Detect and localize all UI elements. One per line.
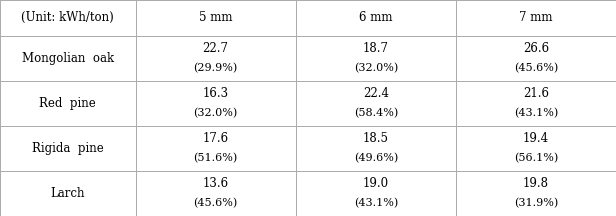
Text: (49.6%): (49.6%)	[354, 153, 398, 164]
Text: 16.3: 16.3	[203, 87, 229, 100]
Text: (29.9%): (29.9%)	[193, 63, 238, 73]
Text: (31.9%): (31.9%)	[514, 198, 558, 208]
Text: 18.7: 18.7	[363, 42, 389, 55]
Text: 7 mm: 7 mm	[519, 11, 553, 24]
Text: (32.0%): (32.0%)	[354, 63, 398, 73]
Text: 19.8: 19.8	[523, 177, 549, 190]
Text: 6 mm: 6 mm	[359, 11, 392, 24]
Text: 13.6: 13.6	[203, 177, 229, 190]
Text: (43.1%): (43.1%)	[354, 198, 398, 208]
Text: (45.6%): (45.6%)	[193, 198, 238, 208]
Text: 17.6: 17.6	[203, 132, 229, 145]
Text: (51.6%): (51.6%)	[193, 153, 238, 164]
Text: 5 mm: 5 mm	[199, 11, 232, 24]
Text: (43.1%): (43.1%)	[514, 108, 558, 118]
Text: Larch: Larch	[51, 187, 85, 200]
Text: 21.6: 21.6	[523, 87, 549, 100]
Text: (32.0%): (32.0%)	[193, 108, 238, 118]
Text: Rigida  pine: Rigida pine	[32, 142, 103, 155]
Text: 19.4: 19.4	[523, 132, 549, 145]
Text: (56.1%): (56.1%)	[514, 153, 558, 164]
Text: (Unit: kWh/ton): (Unit: kWh/ton)	[22, 11, 114, 24]
Text: (45.6%): (45.6%)	[514, 63, 558, 73]
Text: 26.6: 26.6	[523, 42, 549, 55]
Text: Red  pine: Red pine	[39, 97, 96, 110]
Text: (58.4%): (58.4%)	[354, 108, 398, 118]
Text: 19.0: 19.0	[363, 177, 389, 190]
Text: 22.4: 22.4	[363, 87, 389, 100]
Text: 22.7: 22.7	[203, 42, 229, 55]
Text: Mongolian  oak: Mongolian oak	[22, 52, 114, 65]
Text: 18.5: 18.5	[363, 132, 389, 145]
